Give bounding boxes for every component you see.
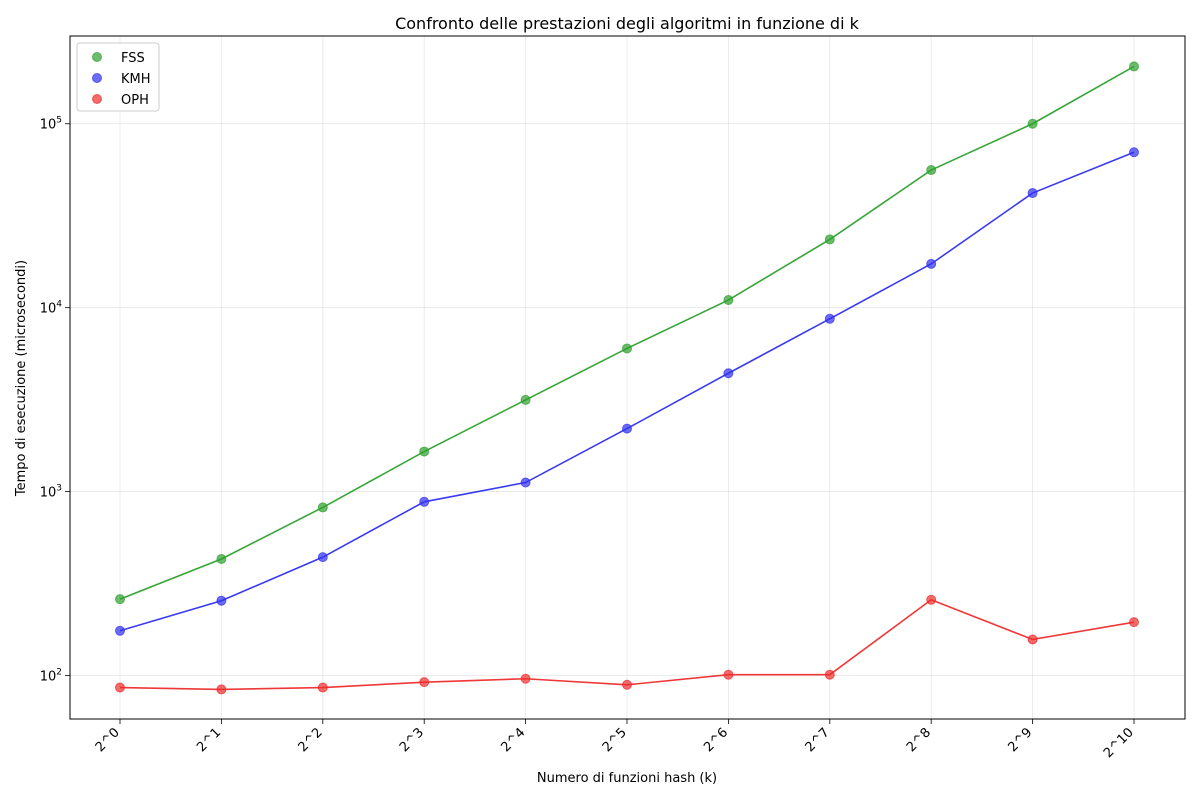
series-fss (115, 61, 1139, 605)
data-point (216, 553, 227, 564)
data-point (1027, 634, 1038, 645)
x-tick-label: 2^3 (397, 725, 427, 755)
plot-frame (69, 35, 1186, 720)
data-point (317, 682, 328, 693)
legend-label: FSS (121, 51, 145, 66)
data-point (926, 594, 937, 605)
x-tick-label: 2^6 (701, 725, 731, 755)
data-point (419, 446, 430, 457)
data-point (1129, 147, 1139, 158)
data-point (824, 669, 835, 680)
data-point (216, 595, 227, 606)
data-point (1027, 188, 1038, 199)
legend-label: KMH (121, 72, 151, 87)
x-tick-label: 2^1 (194, 725, 224, 755)
data-point (520, 477, 531, 488)
data-point (115, 594, 125, 605)
y-tick-label: 102 (40, 667, 62, 684)
chart-title: Confronto delle prestazioni degli algori… (395, 14, 860, 33)
series-kmh (115, 147, 1139, 636)
data-point (115, 682, 125, 693)
data-point (317, 502, 328, 513)
y-axis-label: Tempo di esecuzione (microsecondi) (14, 260, 29, 497)
y-tick-label: 103 (40, 484, 62, 501)
x-tick-label: 2^9 (1005, 725, 1035, 755)
legend-marker (92, 52, 102, 62)
data-point (723, 669, 734, 680)
series-layer (115, 61, 1139, 695)
data-point (723, 295, 734, 306)
x-tick-label: 2^8 (904, 725, 934, 755)
data-point (622, 423, 632, 434)
data-point (723, 368, 734, 379)
y-tick-label: 105 (40, 116, 62, 133)
data-point (520, 673, 531, 684)
x-tick-label: 2^5 (600, 725, 630, 755)
x-tick-label: 2^7 (803, 725, 833, 755)
y-tick-label: 104 (40, 300, 63, 317)
data-point (1129, 617, 1139, 628)
data-point (317, 552, 328, 563)
series-oph (115, 594, 1139, 695)
legend-label: OPH (121, 93, 149, 108)
data-point (926, 258, 937, 269)
data-point (926, 165, 937, 176)
x-tick-label: 2^0 (93, 725, 123, 755)
x-tick-label: 2^4 (498, 725, 528, 755)
x-axis-label: Numero di funzioni hash (k) (537, 771, 717, 786)
data-point (419, 677, 430, 688)
legend-marker (92, 73, 102, 83)
data-point (216, 684, 227, 695)
data-point (622, 679, 632, 690)
data-point (824, 313, 835, 324)
data-point (1129, 61, 1139, 72)
data-point (419, 496, 430, 507)
data-point (622, 343, 632, 354)
x-tick-label: 2^2 (296, 725, 326, 755)
legend-marker (92, 94, 102, 104)
grid (70, 36, 1185, 719)
data-point (824, 234, 835, 245)
legend: FSS KMH OPH (76, 42, 160, 112)
data-point (1027, 118, 1038, 129)
x-tick-label: 2^10 (1101, 725, 1137, 761)
data-point (115, 625, 125, 636)
y-axis: 102 103 104 105 (40, 116, 70, 684)
data-point (520, 394, 531, 405)
x-axis: 2^0 2^1 2^2 2^3 2^4 2^5 2^6 2^7 2^8 2^9 2^10 (93, 719, 1137, 761)
